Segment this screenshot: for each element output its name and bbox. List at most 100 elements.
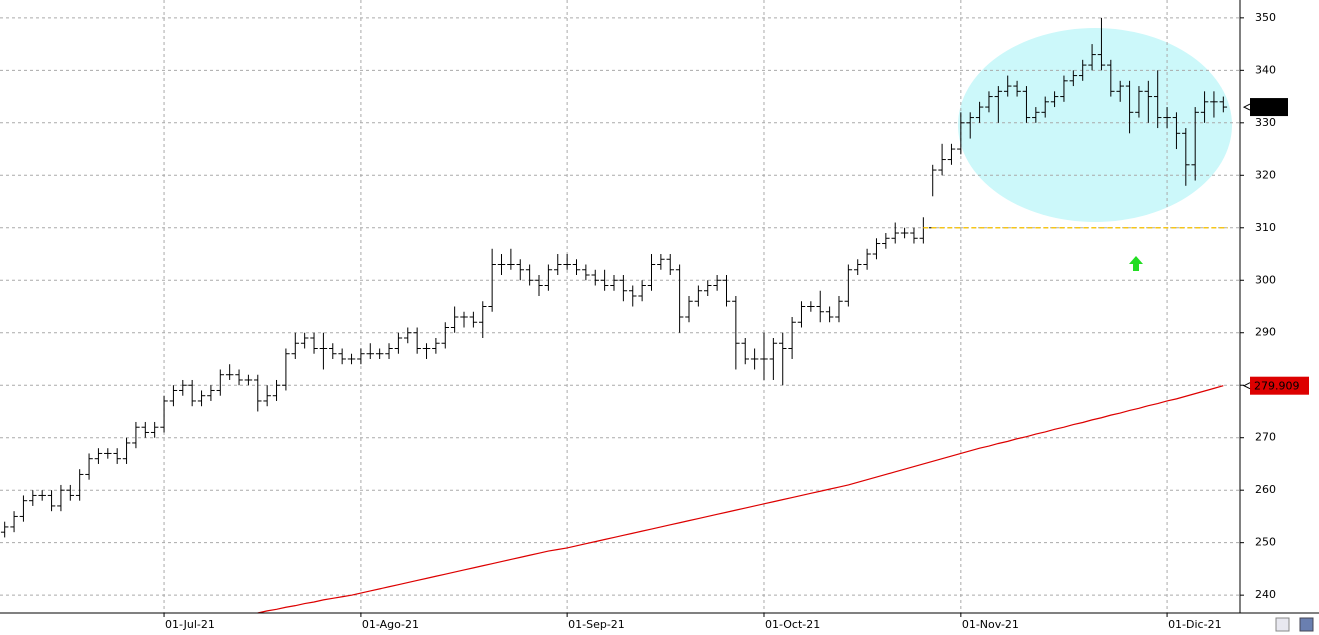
ohlc-bar [169, 385, 178, 407]
ohlc-bar [713, 275, 721, 291]
ohlc-bar [985, 91, 993, 113]
ohlc-bar [516, 259, 525, 281]
ohlc-bar [1041, 96, 1049, 118]
ohlc-bar [910, 227, 918, 244]
ohlc-bar [235, 369, 243, 386]
ohlc-bar [525, 264, 534, 286]
ohlc-bar [563, 254, 571, 270]
ohlc-bar [385, 343, 393, 359]
y-tick-label: 240 [1255, 588, 1276, 601]
ohlc-bar [853, 259, 862, 276]
ohlc-bar [1097, 17, 1106, 71]
x-tick-label: 01-Nov-21 [962, 618, 1019, 631]
ohlc-bar [872, 238, 881, 260]
ohlc-bar [554, 254, 562, 276]
ohlc-bar [900, 227, 909, 239]
ohlc-bar [797, 301, 806, 328]
y-tick-label: 290 [1255, 326, 1276, 339]
ohlc-bar [966, 112, 974, 139]
ohlc-bar [722, 275, 731, 307]
ohlc-bar [300, 332, 309, 349]
ohlc-bar [1003, 75, 1012, 97]
y-tick-label: 320 [1255, 168, 1276, 181]
ohlc-bar [685, 296, 693, 323]
ohlc-bar [638, 280, 646, 302]
ohlc-bar [835, 296, 843, 323]
ohlc-bar [863, 248, 871, 270]
ohlc-bar [600, 269, 609, 291]
ohlc-bar [497, 254, 506, 276]
ohlc-bar [1182, 128, 1190, 186]
ohlc-bar [957, 112, 965, 155]
ohlc-bar [807, 301, 815, 312]
ohlc-bar [132, 421, 140, 449]
moving-average-line [257, 385, 1224, 614]
ma-value-box [1250, 376, 1309, 395]
ohlc-bar [10, 511, 18, 533]
ohlc-bar [291, 332, 300, 359]
ohlc-bar [732, 296, 740, 370]
ohlc-bar [610, 275, 618, 291]
y-tick-label: 310 [1255, 221, 1276, 234]
ohlc-bar [179, 379, 187, 396]
ohlc-bar [1069, 70, 1078, 87]
ohlc-bar [1163, 107, 1171, 129]
ohlc-bar [19, 495, 28, 522]
price-pointer [1242, 103, 1251, 111]
ohlc-bar [975, 101, 984, 123]
x-tick-label: 01-Sep-21 [568, 618, 625, 631]
ohlc-bar [207, 385, 215, 401]
ohlc-bar [197, 390, 206, 407]
grid [0, 0, 1240, 613]
last-price-box [1250, 98, 1288, 117]
ohlc-bar [1013, 80, 1021, 97]
ohlc-bar [460, 311, 468, 328]
ohlc-bar [310, 332, 318, 354]
ohlc-bar [1050, 91, 1059, 108]
ohlc-bar [66, 484, 75, 501]
ohlc-bar [1200, 91, 1209, 123]
ohlc-bar [85, 453, 93, 480]
ohlc-bar [254, 374, 262, 412]
ohlc-bar [1219, 96, 1228, 113]
ohlc-bar [1144, 80, 1153, 123]
ohlc-bar [104, 448, 112, 459]
highlight-ellipse [958, 28, 1232, 222]
ohlc-bar [160, 395, 168, 433]
ohlc-bar [938, 143, 946, 176]
ohlc-bar [825, 306, 834, 323]
ohlc-bar [844, 264, 853, 307]
ohlc-bar [338, 348, 346, 365]
save-icon[interactable] [1299, 617, 1314, 632]
ohlc-bar [282, 348, 290, 391]
ohlc-bar [544, 264, 553, 291]
ohlc-bar [244, 374, 253, 386]
ohlc-bar [1107, 59, 1115, 97]
ohlc-bar [225, 364, 234, 380]
ohlc-bar [507, 248, 515, 270]
settings-icon[interactable] [1275, 617, 1290, 632]
ohlc-bar [572, 259, 581, 276]
ohlc-bar [375, 348, 384, 359]
ohlc-bar [591, 269, 600, 286]
ma-value-label: 279.909 [1254, 380, 1300, 393]
ohlc-bar [188, 379, 196, 407]
ohlc-bar [647, 254, 656, 291]
ohlc-bar [1032, 107, 1040, 123]
ohlc-bar [404, 327, 412, 344]
y-tick-label: 300 [1255, 273, 1276, 286]
ohlc-bar [263, 385, 271, 407]
x-tick-label: 01-Dic-21 [1168, 618, 1222, 631]
ohlc-bar [432, 337, 440, 354]
y-tick-label: 340 [1255, 63, 1276, 76]
y-tick-label: 330 [1255, 116, 1276, 129]
ohlc-bar [357, 348, 365, 365]
ohlc-bar [441, 322, 450, 349]
ohlc-bar [1135, 86, 1143, 118]
ohlc-bar [272, 379, 281, 401]
ohlc-bar [788, 316, 796, 359]
ohlc-bar [1116, 80, 1124, 102]
ohlc-bar [47, 490, 56, 512]
ohlc-bar [1060, 75, 1068, 102]
